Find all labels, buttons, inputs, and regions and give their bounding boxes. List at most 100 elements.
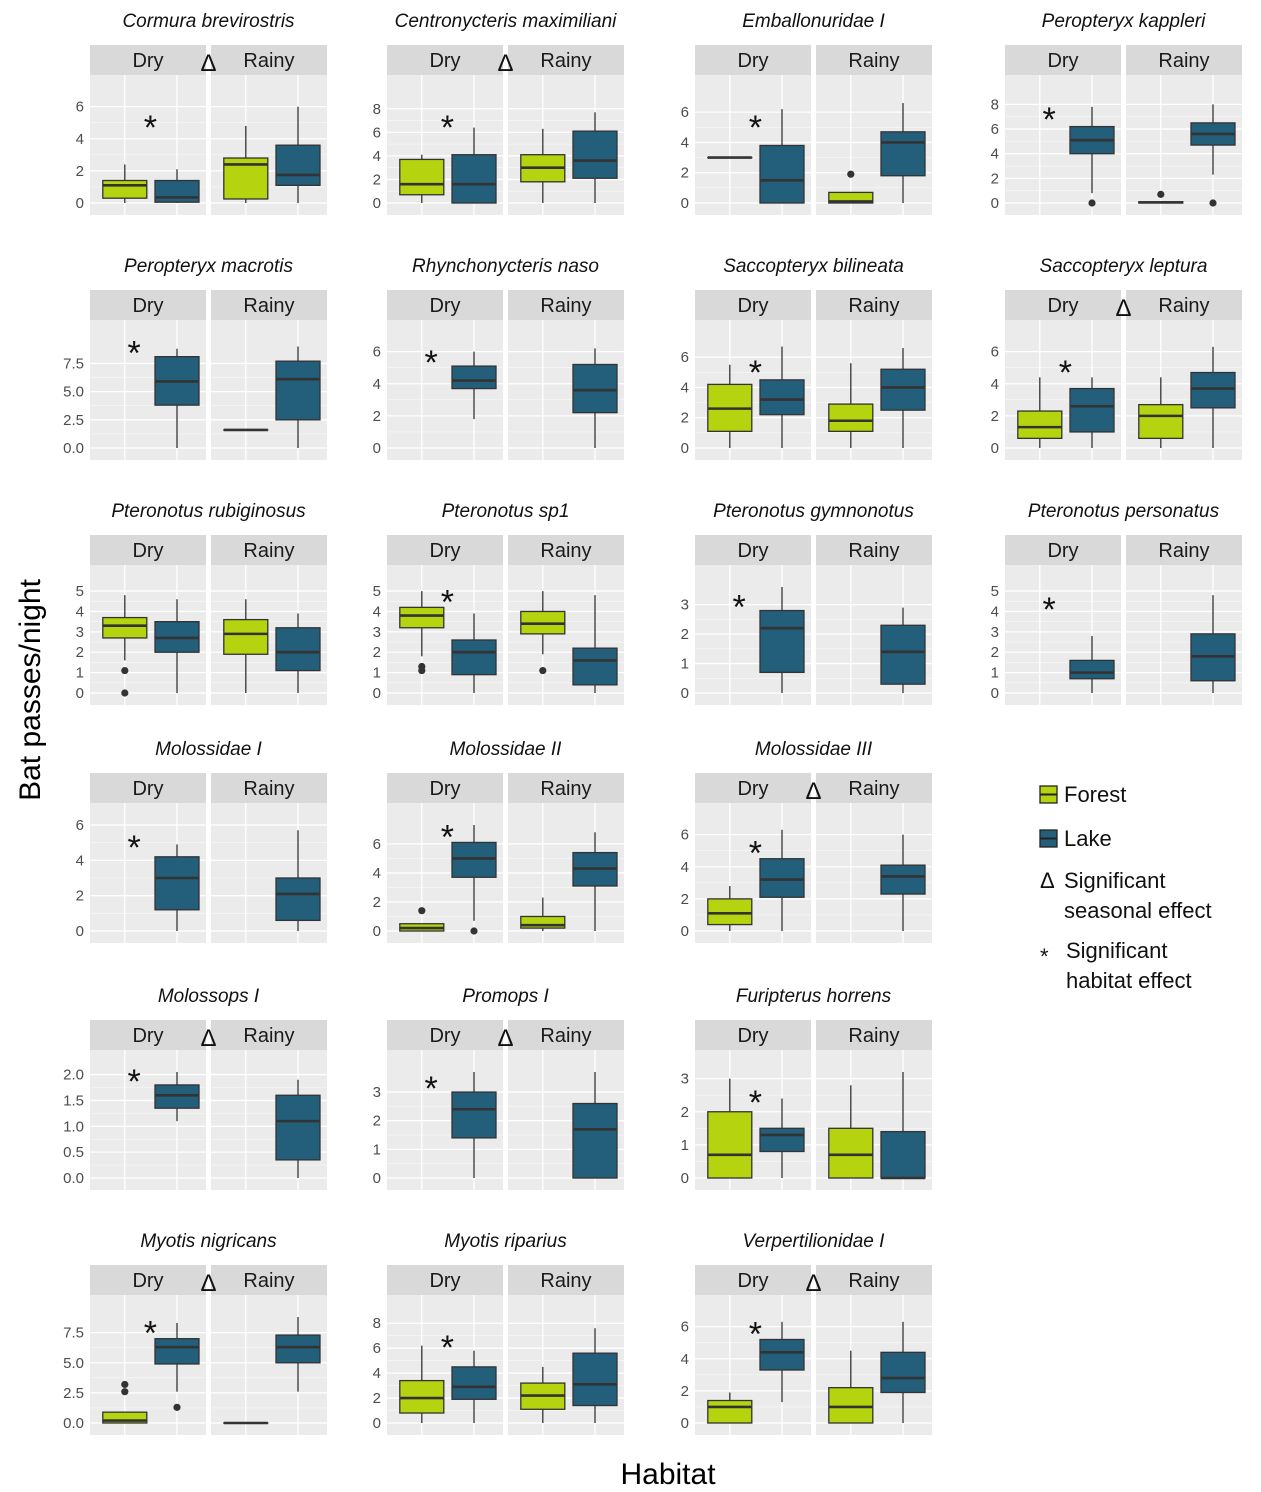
facet-strip: [695, 1020, 811, 1050]
box-lake-dry: [759, 858, 805, 898]
facet-label-rainy: Rainy: [1158, 295, 1209, 317]
y-tick-label: 0: [373, 440, 381, 457]
y-tick-label: 2: [991, 170, 999, 187]
box-forest-dry-outlier: [121, 666, 129, 675]
facet-label-dry: Dry: [429, 50, 460, 72]
panel-title: Pteronotus personatus: [1028, 501, 1220, 522]
facet-label-dry: Dry: [429, 295, 460, 317]
y-tick-label: 6: [991, 344, 999, 361]
facet-strip: [508, 773, 624, 803]
facet-label-rainy: Rainy: [848, 540, 899, 562]
legend-habitat-line1: Significant: [1066, 938, 1168, 963]
y-tick-label: 0: [373, 195, 381, 212]
y-tick-label: 2: [681, 891, 689, 908]
seasonal-effect-delta: Δ: [497, 1025, 513, 1052]
y-tick-label: 4: [991, 146, 999, 163]
facet-strip: [90, 535, 206, 565]
y-tick-label: 0: [373, 1415, 381, 1432]
facet-label-rainy: Rainy: [540, 1025, 591, 1047]
y-tick-label: 2: [681, 1104, 689, 1121]
box-lake-rainy: [275, 1334, 321, 1364]
habitat-effect-star: *: [127, 335, 140, 373]
facet-myotis-riparius: Myotis riparius 0 2 4 6 8 Dry Rainy *: [373, 1231, 624, 1435]
facet-strip: [816, 1020, 932, 1050]
facet-strip: [211, 535, 327, 565]
panel-title: Pteronotus gymnonotus: [713, 501, 914, 522]
panel-title: Promops I: [462, 986, 549, 1007]
facet-myotis-nigricans: Myotis nigricans 0.0 2.5 5.0 7.5 Dry Rainy * Δ: [63, 1231, 327, 1435]
panel-title: Molossidae II: [450, 739, 563, 760]
facet-label-dry: Dry: [429, 778, 460, 800]
facet-strip: [695, 45, 811, 75]
y-tick-label: 0: [991, 195, 999, 212]
facet-strip: [90, 1020, 206, 1050]
box-forest-dry: [102, 179, 148, 199]
seasonal-effect-delta: Δ: [1115, 295, 1131, 322]
y-tick-label: 2: [373, 644, 381, 661]
legend-label-lake: Lake: [1064, 826, 1112, 851]
facet-pteronotus-personatus: Pteronotus personatus 0 1 2 3 4 5 Dry Rainy *: [991, 501, 1242, 705]
facet-label-dry: Dry: [737, 295, 768, 317]
facet-label-dry: Dry: [132, 50, 163, 72]
box-lake-dry: [451, 1366, 497, 1400]
y-tick-label: 0: [681, 195, 689, 212]
facet-label-rainy: Rainy: [243, 778, 294, 800]
box-forest-rainy-outlier: [847, 170, 855, 178]
y-tick-label: 6: [373, 344, 381, 361]
box-forest-rainy-outlier: [539, 666, 547, 675]
y-tick-label: 2: [373, 1390, 381, 1407]
box-lake-dry: [759, 1338, 805, 1371]
facet-verpertilionidae-i: Verpertilionidae I 0 2 4 6 Dry Rainy * Δ: [681, 1231, 932, 1435]
facet-strip: [816, 535, 932, 565]
legend-habitat-line2: habitat effect: [1066, 968, 1192, 993]
facet-strip: [387, 1265, 503, 1295]
y-tick-label: 4: [681, 859, 689, 876]
facet-label-rainy: Rainy: [243, 1270, 294, 1292]
facet-label-rainy: Rainy: [540, 1270, 591, 1292]
box-forest-rainy: [520, 915, 566, 929]
box-lake-rainy: [880, 131, 926, 177]
box-forest-dry-outlier: [121, 689, 129, 697]
facet-strip: [1126, 535, 1242, 565]
box-lake-dry-outlier: [173, 1403, 181, 1411]
facet-strip: [816, 1265, 932, 1295]
y-tick-label: 0.0: [63, 440, 84, 457]
box-forest-dry: [399, 158, 445, 196]
facet-molossidae-ii: Molossidae II 0 2 4 6 Dry Rainy *: [373, 739, 624, 943]
box-forest-dry: [1017, 410, 1063, 440]
facet-pteronotus-sp1: Pteronotus sp1 0 1 2 3 4 5 Dry Rainy *: [373, 501, 624, 705]
facet-strip: [1005, 45, 1121, 75]
facet-promops-i: Promops I 0 1 2 3 Dry Rainy * Δ: [373, 986, 624, 1190]
y-tick-label: 2.0: [63, 1067, 84, 1084]
facet-strip: [508, 290, 624, 320]
panel-title: Molossidae III: [755, 739, 873, 760]
box-lake-dry: [759, 609, 805, 674]
box-lake-dry: [154, 1338, 200, 1365]
facet-peropteryx-macrotis: Peropteryx macrotis 0.0 2.5 5.0 7.5 Dry Rainy *: [63, 256, 327, 460]
facet-strip: [816, 45, 932, 75]
box-lake-rainy: [572, 130, 618, 179]
y-tick-label: 0: [373, 923, 381, 940]
y-tick-label: 2.5: [63, 412, 84, 429]
seasonal-effect-delta: Δ: [200, 1025, 216, 1052]
box-lake-rainy: [275, 627, 321, 672]
habitat-effect-star: *: [749, 1315, 762, 1353]
box-lake-rainy: [572, 647, 618, 686]
box-lake-rainy: [572, 363, 618, 414]
y-tick-label: 0.0: [63, 1415, 84, 1432]
facet-strip: [387, 773, 503, 803]
y-tick-label: 3: [681, 1071, 689, 1088]
facet-label-dry: Dry: [132, 1270, 163, 1292]
box-forest-dry-outlier: [418, 666, 426, 675]
box-forest-dry-outlier: [121, 1380, 129, 1389]
box-lake-rainy: [880, 368, 926, 411]
y-tick-label: 0: [681, 440, 689, 457]
seasonal-effect-delta: Δ: [200, 1270, 216, 1297]
box-lake-dry: [759, 1127, 805, 1153]
facet-molossops-i: Molossops I 0.0 0.5 1.0 1.5 2.0 Dry Rainy * Δ: [63, 986, 327, 1190]
y-tick-label: 0: [991, 440, 999, 457]
y-tick-label: 3: [76, 624, 84, 641]
y-tick-label: 5: [373, 583, 381, 600]
box-lake-dry: [1069, 659, 1115, 680]
